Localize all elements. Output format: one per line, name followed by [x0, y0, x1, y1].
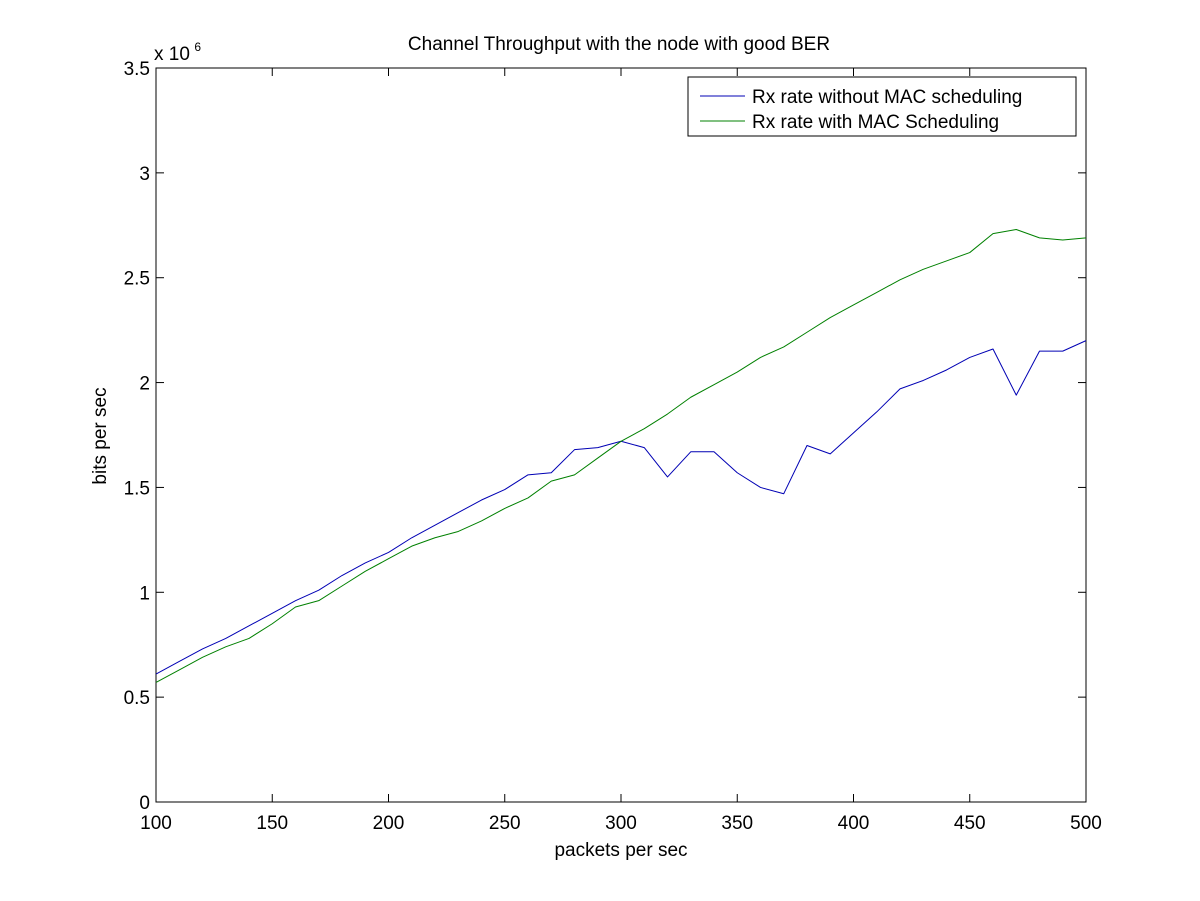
y-tick-label: 0.5 [124, 688, 150, 709]
y-axis-multiplier-exponent: 6 [194, 40, 201, 54]
x-tick-label: 100 [140, 813, 172, 834]
y-axis-multiplier-base: x 10 [154, 44, 190, 65]
y-tick-labels: 0 0.5 1 1.5 2 2.5 3 3.5 [124, 59, 150, 814]
legend-label-series-1: Rx rate without MAC scheduling [752, 87, 1022, 108]
x-tick-label: 300 [605, 813, 637, 834]
x-tick-label: 200 [373, 813, 405, 834]
y-tick-label: 2.5 [124, 269, 150, 290]
series-line-2 [155, 228, 1087, 683]
x-tick-label: 350 [721, 813, 753, 834]
y-axis-label: bits per sec [90, 387, 111, 484]
x-tick-label: 450 [954, 813, 986, 834]
y-tick-label: 1.5 [124, 478, 150, 499]
y-tick-label: 3 [139, 164, 150, 185]
legend-label-series-2: Rx rate with MAC Scheduling [752, 112, 999, 133]
y-tick-label: 0 [139, 793, 150, 814]
x-axis-label: packets per sec [554, 840, 687, 861]
chart-title: Channel Throughput with the node with go… [408, 34, 830, 55]
legend-box [687, 76, 1077, 137]
y-tick-label: 3.5 [124, 59, 150, 80]
y-tick-label: 1 [139, 583, 150, 604]
y-tick-label: 2 [139, 374, 150, 395]
x-tick-label: 400 [838, 813, 870, 834]
y-axis-multiplier: x 10 6 [154, 40, 201, 65]
x-tick-labels: 100 150 200 250 300 350 400 450 500 [140, 813, 1102, 834]
x-tick-label: 150 [256, 813, 288, 834]
axis-ticks [155, 67, 1087, 803]
x-tick-label: 500 [1070, 813, 1102, 834]
x-tick-label: 250 [489, 813, 521, 834]
series-layer [155, 228, 1087, 683]
legend: Rx rate without MAC scheduling Rx rate w… [687, 76, 1077, 137]
